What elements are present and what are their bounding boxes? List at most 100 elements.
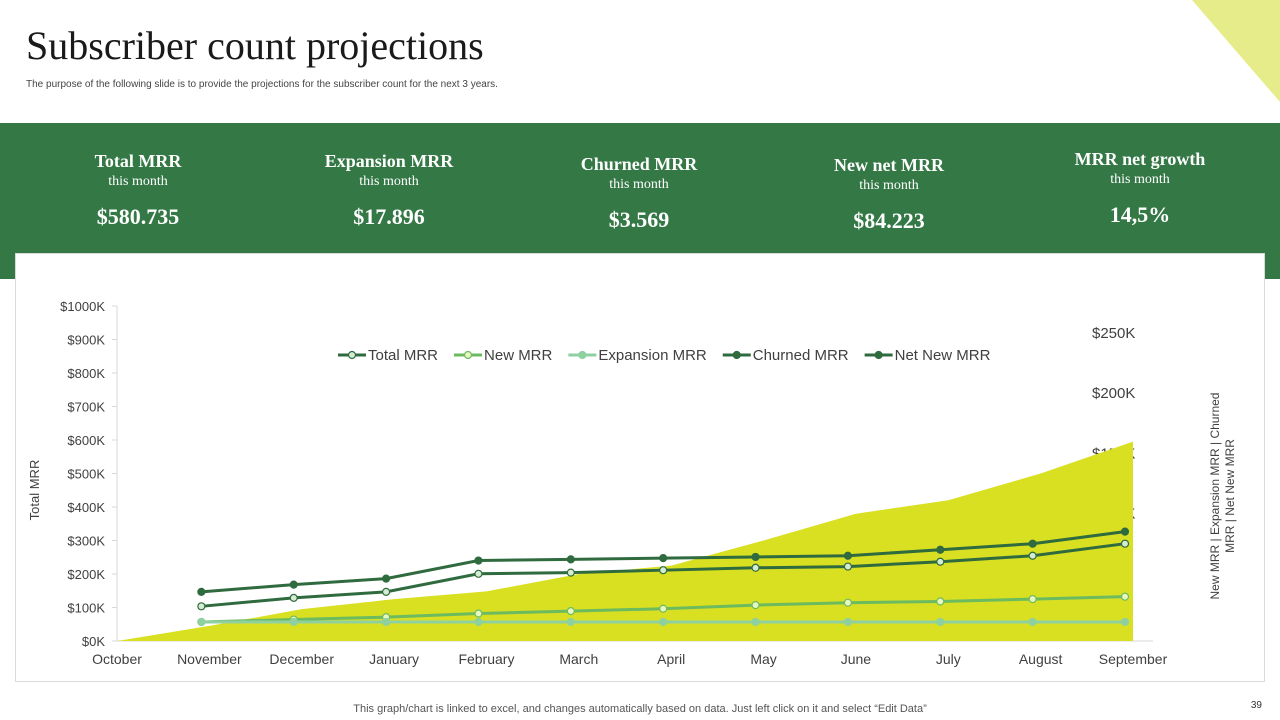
kpi-new-net-mrr: New net MRR this month $84.223 (764, 154, 1014, 234)
chart-container: $0K $100K $200K $300K $400K $500K $600K $700K $8… (15, 253, 1265, 682)
series-point (843, 617, 853, 627)
kpi-total-mrr: Total MRR this month $580.735 (13, 150, 263, 230)
series-point (381, 617, 391, 627)
series-point (197, 602, 206, 611)
series-point (751, 617, 760, 627)
legend-label: Total MRR (368, 347, 438, 364)
left-tick-label: $0K (82, 634, 105, 649)
kpi-mrr-net-growth: MRR net growth this month 14,5% (1015, 148, 1265, 228)
series-point (751, 601, 760, 610)
series-point (197, 617, 206, 627)
left-tick-label: $900K (67, 333, 105, 348)
kpi-sub: this month (859, 178, 919, 193)
kpi-label: Total MRR (94, 151, 182, 171)
legend-marker (463, 350, 473, 360)
x-tick-label: November (177, 651, 242, 667)
kpi-value: $580.735 (96, 204, 180, 229)
series-point (474, 617, 483, 627)
series-point (659, 604, 668, 613)
legend-label: Expansion MRR (598, 347, 707, 364)
kpi-churned-mrr: Churned MRR this month $3.569 (514, 153, 764, 233)
x-tick-label: January (369, 651, 419, 667)
right-tick-label: $200K (1092, 385, 1135, 402)
series-point (936, 557, 945, 566)
left-tick-label: $500K (67, 467, 105, 482)
corner-decoration (1192, 0, 1280, 102)
page-subtitle: The purpose of the following slide is to… (26, 79, 498, 90)
series-point (1028, 539, 1037, 548)
kpi-label: Expansion MRR (324, 151, 454, 171)
kpi-value: 14,5% (1109, 202, 1171, 227)
x-tick-label: April (657, 651, 685, 667)
page-title: Subscriber count projections (26, 23, 484, 68)
series-point (1120, 527, 1130, 536)
series-point (566, 555, 575, 564)
left-tick-label: $800K (67, 366, 105, 381)
series-point (197, 587, 206, 596)
left-tick-label: $100K (67, 601, 105, 616)
series-point (474, 609, 483, 618)
legend-marker (347, 350, 357, 360)
x-tick-label: October (92, 651, 142, 667)
x-tick-label: February (458, 651, 514, 667)
series-point (1028, 594, 1037, 604)
series-point (843, 562, 853, 571)
left-tick-label: $1000K (60, 299, 105, 314)
x-tick-label: March (559, 651, 598, 667)
left-tick-label: $400K (67, 500, 105, 515)
legend-label: Net New MRR (895, 347, 991, 364)
y2-axis-title: New MRR | Expansion MRR | ChurnedMRR | N… (1208, 393, 1237, 600)
series-point (381, 574, 391, 583)
series-point (659, 617, 668, 627)
kpi-value: $3.569 (608, 207, 670, 232)
series-point (1120, 617, 1130, 627)
series-point (659, 566, 668, 575)
legend-marker (732, 350, 741, 360)
kpi-value: $84.223 (853, 208, 925, 233)
series-point (751, 563, 760, 572)
kpi-sub: this month (1110, 172, 1170, 187)
kpi-sub: this month (609, 177, 669, 192)
legend-marker (874, 350, 883, 360)
area-total-mrr (117, 441, 1133, 641)
x-tick-label: September (1099, 651, 1168, 667)
series-point (751, 552, 760, 562)
series-point (566, 568, 575, 577)
legend-label: Churned MRR (753, 347, 849, 364)
series-point (289, 580, 298, 589)
series-point (474, 569, 483, 578)
kpi-label: Churned MRR (580, 154, 698, 174)
left-tick-label: $200K (67, 567, 105, 582)
x-tick-label: June (841, 651, 872, 667)
left-tick-label: $700K (67, 400, 105, 415)
series-point (1028, 617, 1037, 627)
series-point (566, 617, 575, 627)
series-point (659, 554, 668, 563)
left-tick-label: $300K (67, 534, 105, 549)
kpi-label: New net MRR (834, 155, 944, 175)
kpi-sub: this month (359, 174, 419, 189)
kpi-label: MRR net growth (1074, 149, 1206, 169)
y-axis-title: Total MRR (27, 460, 42, 521)
x-tick-label: May (750, 651, 776, 667)
left-tick-label: $600K (67, 433, 105, 448)
series-point (1120, 539, 1130, 548)
series-point (474, 556, 483, 565)
kpi-expansion-mrr: Expansion MRR this month $17.896 (264, 150, 514, 230)
x-tick-label: July (936, 651, 961, 667)
series-point (566, 607, 575, 616)
series-point (936, 597, 945, 606)
page-number: 39 (1250, 700, 1262, 711)
series-point (843, 598, 853, 607)
right-tick-label: $250K (1092, 325, 1135, 342)
series-point (936, 617, 945, 627)
series-point (1028, 551, 1037, 560)
legend-label: New MRR (484, 347, 553, 364)
mrr-chart: $0K $100K $200K $300K $400K $500K $600K $700K $8… (27, 299, 1237, 667)
kpi-sub: this month (108, 174, 168, 189)
kpi-value: $17.896 (353, 204, 425, 229)
series-point (1120, 592, 1130, 601)
x-tick-label: December (269, 651, 334, 667)
footer-note: This graph/chart is linked to excel, and… (353, 703, 927, 715)
series-point (936, 545, 945, 554)
